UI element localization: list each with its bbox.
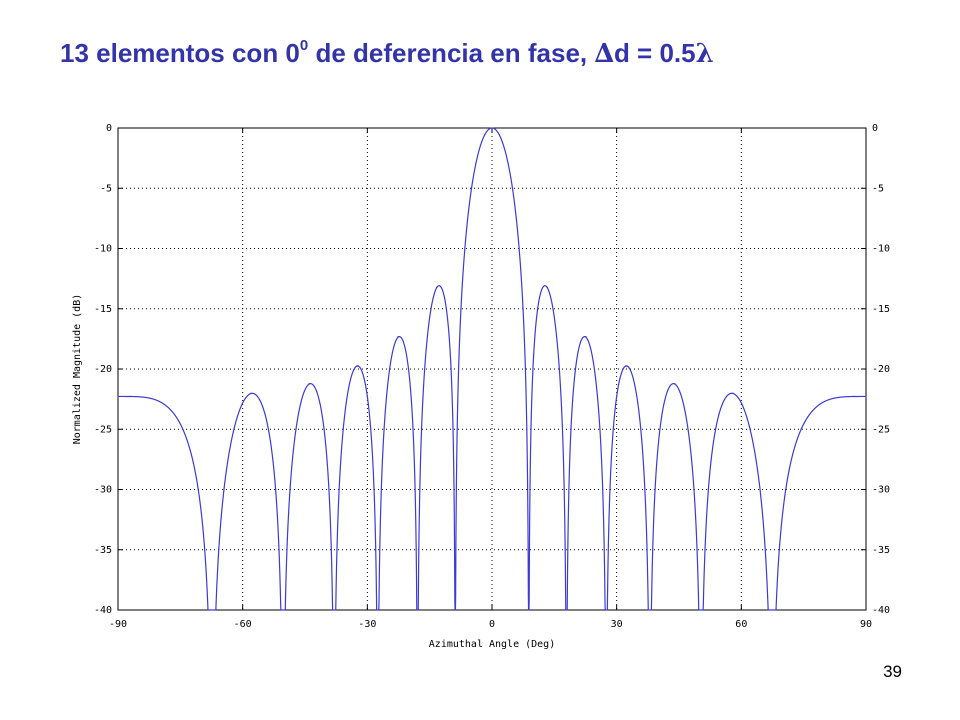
- y-tick-label-left: -10: [94, 244, 112, 255]
- title-lambda-symbol: λ: [695, 39, 714, 69]
- title-delta-symbol: ∆: [594, 39, 614, 69]
- title-superscript: 0: [299, 37, 309, 54]
- tick-labels: -90 -60 -30 0 30 60 90 0 0 -5 -5 -10 -10 -15 -15 -20 -20…: [94, 123, 890, 630]
- x-tick-label: -30: [358, 619, 376, 630]
- y-tick-label-left: 0: [106, 123, 112, 134]
- lobe-peak-point: [308, 382, 310, 385]
- y-tick-label-left: -20: [94, 364, 112, 375]
- title-rest: de deferencia en fase,: [308, 38, 595, 68]
- y-tick-label-left: -15: [94, 304, 112, 315]
- y-tick-label-right: -40: [872, 605, 890, 616]
- title-main: 13 elementos con 0: [60, 38, 300, 68]
- y-tick-label-right: -5: [872, 183, 884, 194]
- lobe-peak-point: [250, 392, 252, 394]
- title-spacing: d = 0.5: [613, 38, 696, 68]
- y-axis-label: Normalized Magnitude (dB): [72, 294, 83, 445]
- slide-title: 13 elementos con 00 de deferencia en fas…: [60, 38, 714, 69]
- lobe-peak-point: [356, 365, 358, 368]
- lobe-peak-point: [397, 335, 399, 338]
- y-tick-label-right: 0: [872, 123, 878, 134]
- x-tick-label: 90: [860, 619, 872, 630]
- x-tick-label: 60: [735, 619, 747, 630]
- y-tick-label-right: -25: [872, 424, 890, 435]
- y-tick-label-left: -5: [100, 183, 112, 194]
- x-tick-label: -90: [109, 619, 127, 630]
- y-tick-label-right: -30: [872, 485, 890, 496]
- lobe-peak-point: [674, 382, 676, 385]
- y-tick-label-right: -10: [872, 244, 890, 255]
- lobe-peak-point: [491, 127, 493, 129]
- lobe-peak-point: [546, 286, 548, 288]
- y-tick-label-right: -15: [872, 304, 890, 315]
- y-tick-label-left: -35: [94, 545, 112, 556]
- x-axis-label: Azimuthal Angle (Deg): [429, 639, 555, 650]
- x-tick-label: 30: [611, 619, 623, 630]
- lobe-peak-point: [117, 396, 119, 398]
- x-tick-label: 0: [489, 619, 495, 630]
- lobe-peak-point: [732, 392, 734, 394]
- grid-lines: [118, 128, 866, 610]
- lobe-peak-point: [585, 335, 587, 338]
- lobe-peak-point: [626, 365, 628, 368]
- lobe-peak-point: [436, 286, 438, 288]
- y-tick-label-right: -20: [872, 364, 890, 375]
- x-tick-label: -60: [234, 619, 252, 630]
- y-tick-label-left: -30: [94, 485, 112, 496]
- y-tick-label-right: -35: [872, 545, 890, 556]
- page-number: 39: [883, 662, 902, 681]
- y-tick-label-left: -25: [94, 424, 112, 435]
- y-tick-label-left: -40: [94, 605, 112, 616]
- lobe-peak-point: [865, 396, 867, 398]
- pattern-series: [117, 127, 867, 611]
